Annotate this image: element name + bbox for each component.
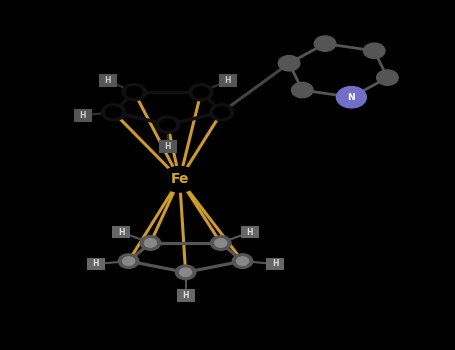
FancyBboxPatch shape: [112, 226, 130, 238]
Text: H: H: [93, 259, 99, 268]
FancyBboxPatch shape: [159, 140, 177, 153]
Circle shape: [180, 268, 192, 277]
Circle shape: [210, 104, 234, 121]
Circle shape: [314, 36, 336, 51]
Circle shape: [162, 167, 197, 192]
FancyBboxPatch shape: [219, 74, 237, 87]
Text: H: H: [182, 291, 189, 300]
Circle shape: [214, 107, 229, 118]
Circle shape: [101, 104, 126, 121]
Circle shape: [156, 116, 180, 133]
Circle shape: [189, 84, 213, 101]
Circle shape: [160, 119, 176, 130]
Text: H: H: [118, 228, 125, 237]
Circle shape: [211, 236, 231, 250]
Text: N: N: [348, 93, 355, 102]
Circle shape: [118, 254, 139, 268]
Text: H: H: [80, 111, 86, 120]
FancyBboxPatch shape: [177, 289, 195, 302]
Circle shape: [193, 87, 209, 98]
Text: H: H: [247, 228, 253, 237]
Circle shape: [215, 239, 227, 247]
Circle shape: [126, 87, 142, 98]
Text: H: H: [272, 259, 278, 268]
Circle shape: [140, 236, 161, 250]
Circle shape: [364, 43, 385, 58]
Circle shape: [176, 265, 196, 280]
Circle shape: [377, 70, 398, 85]
Circle shape: [292, 82, 313, 98]
FancyBboxPatch shape: [99, 74, 116, 87]
Circle shape: [123, 257, 135, 265]
FancyBboxPatch shape: [87, 258, 105, 271]
Circle shape: [336, 86, 366, 108]
Circle shape: [106, 107, 121, 118]
Text: H: H: [224, 76, 231, 85]
Text: Fe: Fe: [170, 172, 189, 186]
Text: H: H: [164, 142, 171, 151]
Text: H: H: [104, 76, 111, 85]
FancyBboxPatch shape: [74, 109, 92, 122]
FancyBboxPatch shape: [266, 258, 284, 271]
Circle shape: [237, 257, 248, 265]
Circle shape: [278, 56, 300, 71]
Circle shape: [122, 84, 146, 101]
Circle shape: [233, 254, 253, 268]
Circle shape: [144, 239, 157, 247]
FancyBboxPatch shape: [241, 226, 259, 238]
